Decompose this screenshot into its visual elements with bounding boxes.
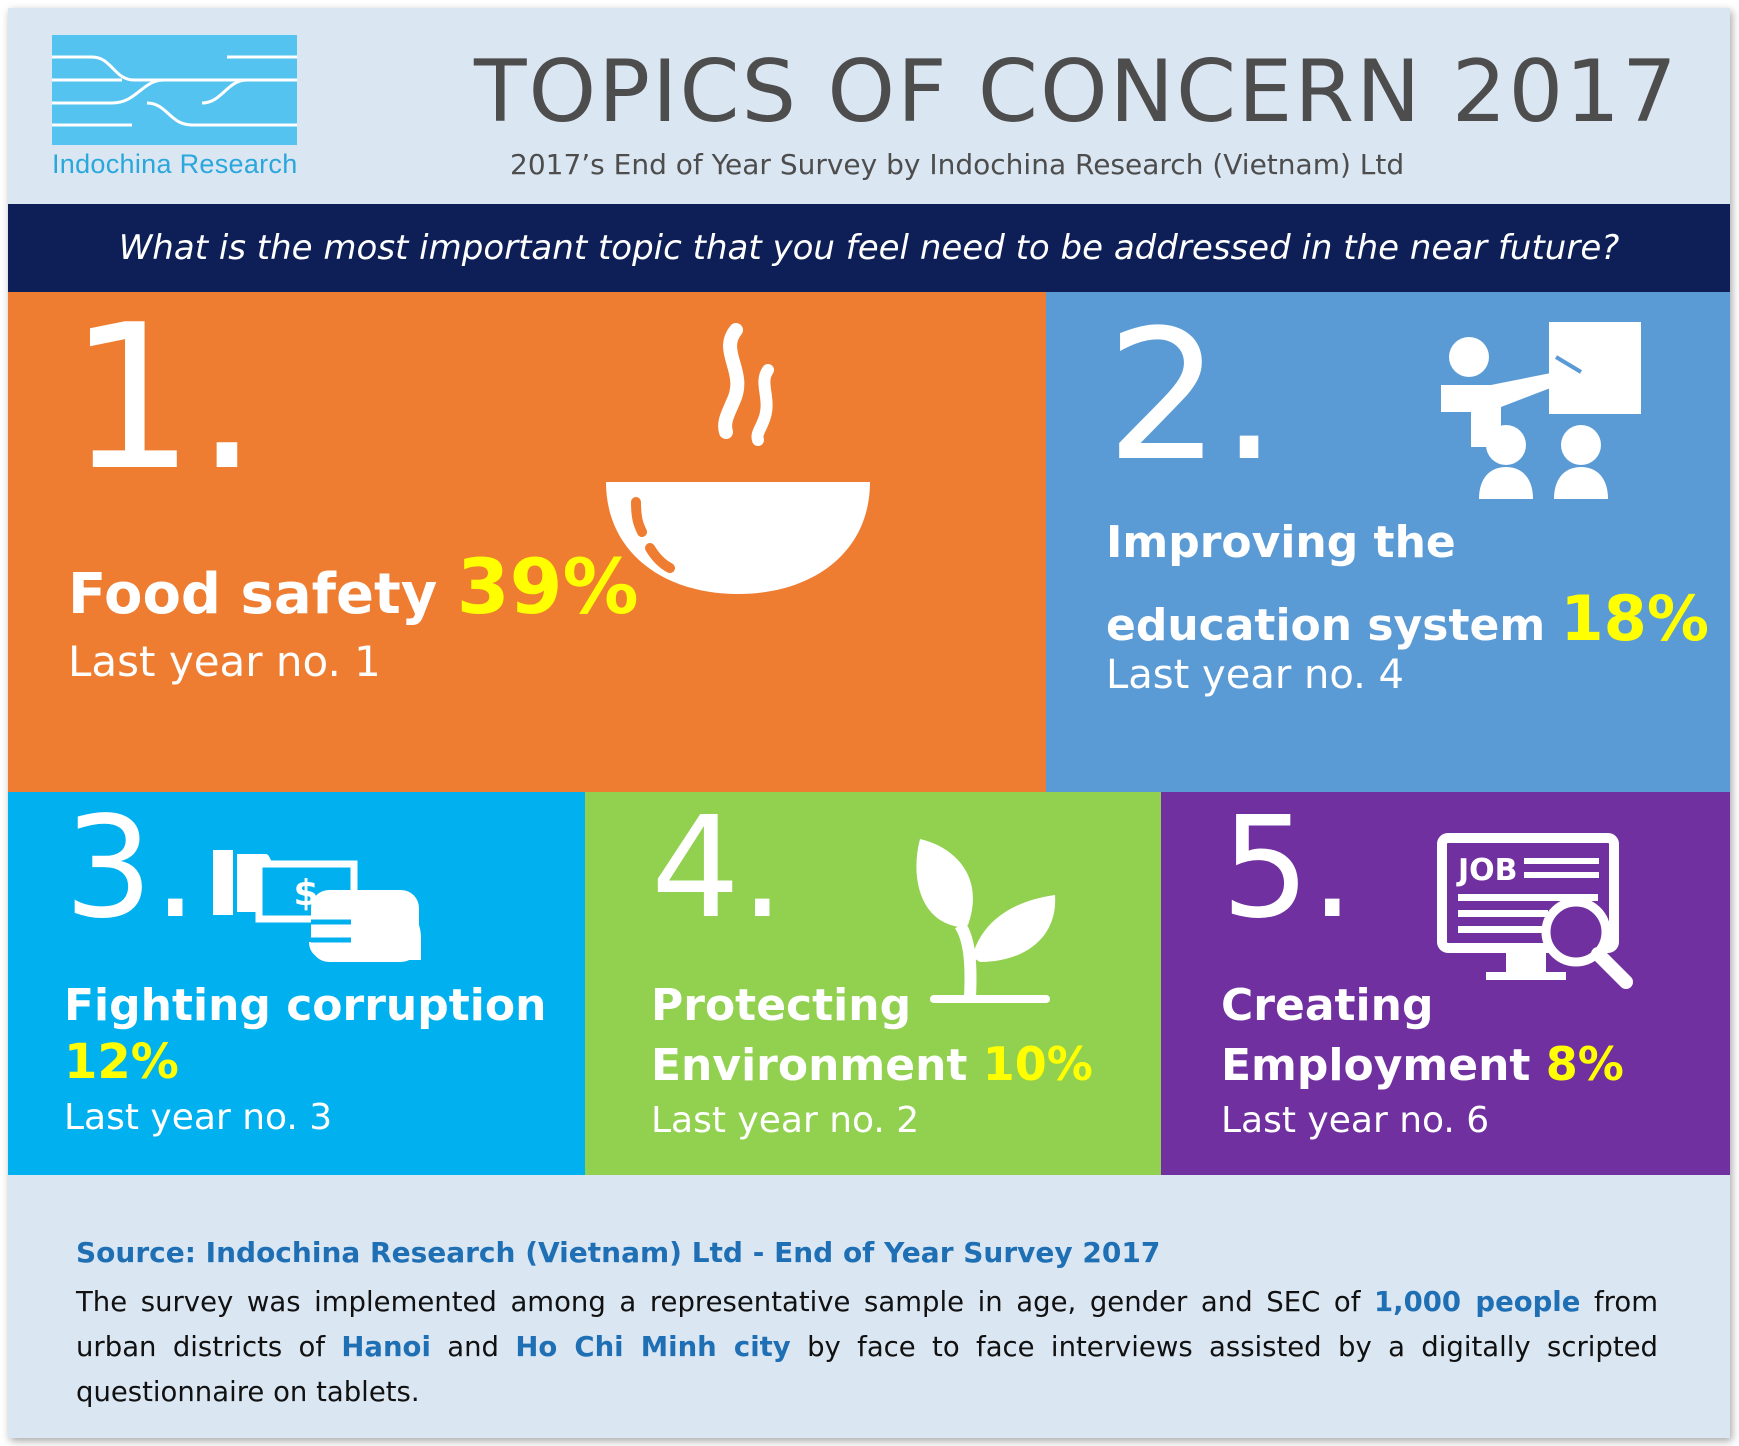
city-highlight-hanoi: Hanoi [341,1331,431,1363]
topic-panel-2: 2. Improving the education system 18% La… [1046,292,1730,792]
rank-number: 3. [64,792,198,950]
last-year-rank: Last year no. 4 [1106,652,1404,698]
methodology-text-part: and [430,1331,516,1363]
last-year-rank: Last year no. 2 [651,1100,920,1141]
logo: Indochina Research [52,35,297,189]
last-year-rank: Last year no. 3 [64,1097,333,1138]
logo-wave-icon [52,35,297,145]
topic-panel-5: 5. Creating Employment 8% Last year no. … [1161,792,1730,1175]
topic-label-text: Food safety [68,562,438,627]
rank-number: 1. [68,292,259,515]
bribe-money-hand-icon: $ [213,850,421,962]
last-year-rank: Last year no. 6 [1221,1100,1490,1141]
survey-question: What is the most important topic that yo… [118,228,1620,268]
methodology-text-part: from urban districts of [76,1286,1658,1363]
topic-percent: 18% [1560,582,1709,655]
methodology-text: The survey was implemented among a repre… [76,1280,1658,1415]
job-search-monitor-icon: JOB [1437,833,1633,989]
topic-label-line1: Creating [1221,980,1434,1031]
topic-label: Food safety 39% [68,542,639,631]
svg-text:JOB: JOB [1456,853,1518,888]
page-subtitle: 2017’s End of Year Survey by Indochina R… [510,148,1405,181]
topic-label: 12% [64,1034,179,1090]
logo-text: Indochina Research [52,149,298,179]
last-year-rank: Last year no. 1 [68,637,381,686]
infographic: Indochina Research TOPICS OF CONCERN 201… [8,8,1730,1438]
soup-bowl-icon [606,323,870,594]
topic-percent: 12% [64,1034,179,1090]
topic-label-line1: Improving the [1106,517,1456,568]
topic-percent: 10% [982,1037,1093,1091]
methodology-text-part: The survey was implemented among a repre… [76,1286,1374,1318]
source-line: Source: Indochina Research (Vietnam) Ltd… [76,1236,1161,1269]
rank-number: 4. [651,792,785,950]
page-title: TOPICS OF CONCERN 2017 [474,42,1679,142]
topic-label-text: Environment [651,1040,968,1091]
city-highlight-hcmc: Ho Chi Minh city [515,1331,791,1363]
methodology-text-part: by face to face interviews assisted by a… [76,1331,1658,1408]
topic-label: education system 18% [1106,582,1709,655]
topic-panel-3: 3. Fighting corruption 12% Last year no.… [8,792,585,1175]
topic-percent: 39% [456,542,639,631]
rank-number: 5. [1221,792,1355,950]
topic-label-line1: Fighting corruption [64,980,547,1031]
topic-label: Employment 8% [1221,1037,1624,1091]
rank-number: 2. [1106,292,1278,501]
topic-label-text: Employment [1221,1040,1531,1091]
topic-label-line1: Protecting [651,980,912,1031]
teacher-presentation-icon [1441,322,1641,499]
sprout-plant-icon [916,839,1056,1003]
question-bar: What is the most important topic that yo… [8,204,1730,292]
topic-panel-1: 1. Food safety 39% Last year no. 1 [8,292,1046,792]
topic-label: Environment 10% [651,1037,1093,1091]
topic-percent: 8% [1545,1037,1624,1091]
sample-size-highlight: 1,000 people [1373,1286,1581,1318]
topic-label-text: education system [1106,600,1546,651]
topic-panel-4: 4. Protecting Environment 10% Last year … [585,792,1161,1175]
